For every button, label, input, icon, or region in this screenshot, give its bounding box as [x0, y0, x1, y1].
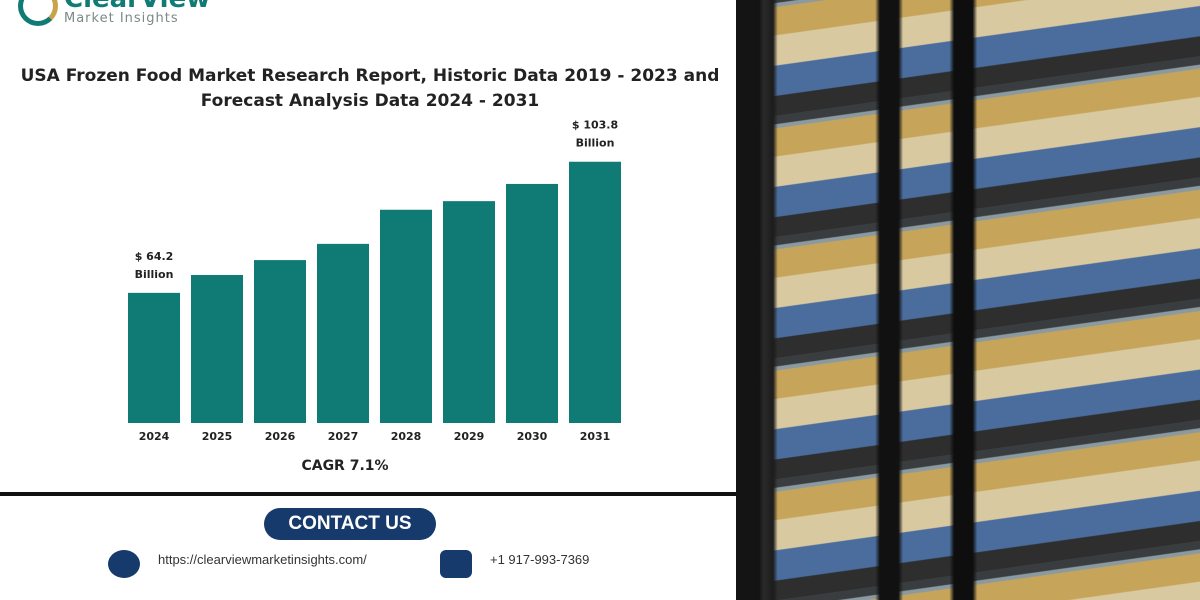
- bar-2026: [254, 260, 306, 423]
- x-tick-label: 2025: [202, 430, 233, 443]
- brand-tagline: Market Insights: [64, 10, 179, 26]
- phone-icon: [440, 550, 472, 578]
- brand-name: ClearView: [64, 0, 210, 12]
- logo: ClearView Market Insights: [18, 0, 210, 26]
- cagr-label: CAGR 7.1%: [301, 458, 389, 474]
- x-tick-label: 2027: [328, 430, 359, 443]
- x-tick-label: 2031: [580, 430, 611, 443]
- x-tick-label: 2030: [517, 430, 548, 443]
- x-tick-label: 2024: [139, 430, 170, 443]
- x-tick-label: 2026: [265, 430, 296, 443]
- bar-2025: [191, 274, 243, 423]
- logo-icon: [18, 0, 58, 26]
- x-tick-label: 2029: [454, 430, 485, 443]
- bar-2029: [443, 201, 495, 423]
- bar-2030: [506, 183, 558, 423]
- website-link[interactable]: https://clearviewmarketinsights.com/: [158, 552, 367, 567]
- bar-2028: [380, 209, 432, 423]
- bar-2027: [317, 243, 369, 423]
- contact-us-button[interactable]: CONTACT US: [264, 508, 436, 540]
- chart-title: USA Frozen Food Market Research Report, …: [20, 66, 720, 111]
- data-label-unit: Billion: [576, 137, 615, 150]
- bar-2024: [128, 292, 180, 423]
- bar-2031: [569, 161, 621, 424]
- bar-chart: 2024 2025 2026 2027 2028 2029 2030 2031 $ 64.2 Bi…: [128, 119, 621, 443]
- data-label-value: $ 103.8: [572, 119, 618, 132]
- divider: [0, 492, 736, 496]
- data-label-value: $ 64.2: [135, 250, 174, 263]
- phone-number: +1 917-993-7369: [490, 552, 590, 567]
- frozen-food-freezer-photo: [736, 0, 1200, 600]
- infographic-panel: ClearView Market Insights USA Frozen Foo…: [0, 0, 736, 578]
- x-tick-label: 2028: [391, 430, 422, 443]
- globe-icon: [108, 550, 140, 578]
- data-label-unit: Billion: [135, 268, 174, 281]
